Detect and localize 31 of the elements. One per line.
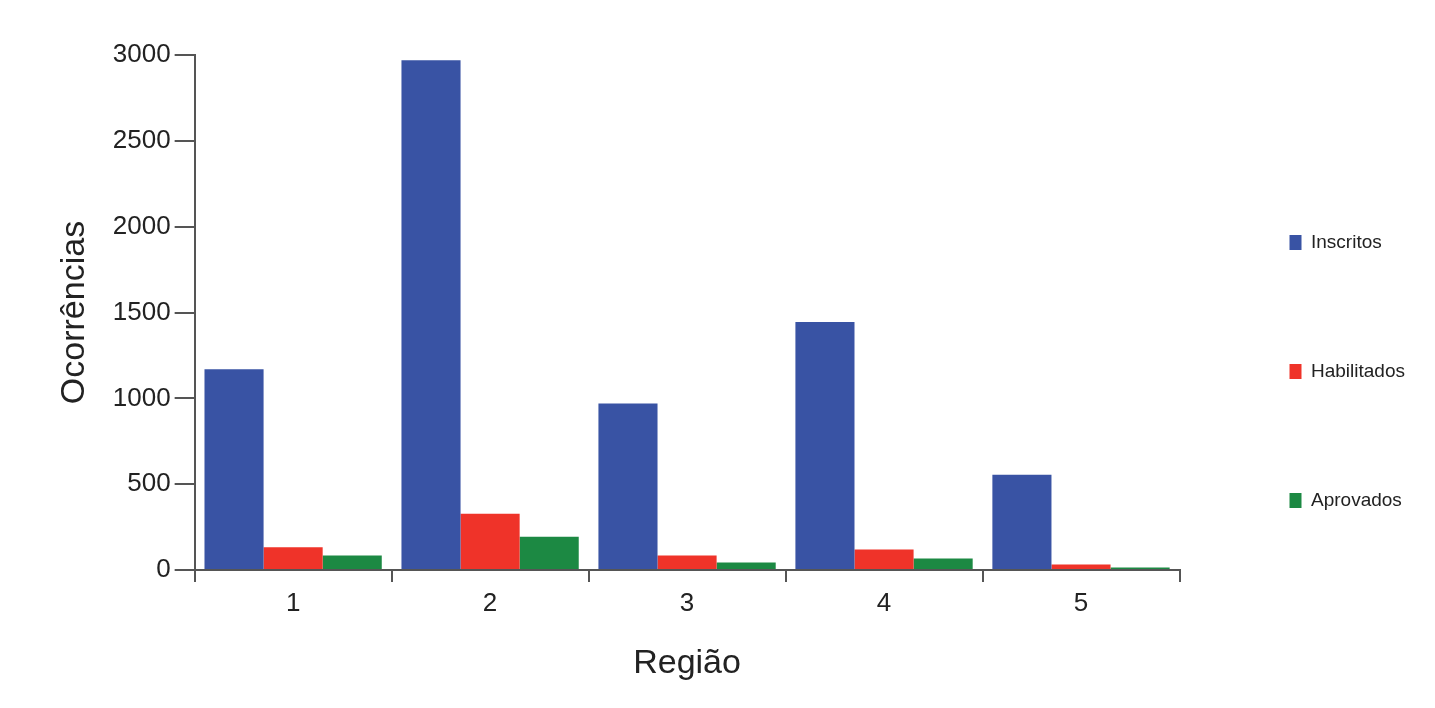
x-tick-label: 2: [482, 586, 498, 617]
legend-label: Habilitados: [1311, 359, 1405, 381]
y-tick-label: 1500: [112, 295, 171, 326]
bar: [913, 558, 973, 569]
bar: [854, 549, 914, 569]
bar: [460, 513, 520, 569]
y-tick-label: 2000: [112, 209, 171, 240]
legend-label: Inscritos: [1311, 230, 1382, 252]
bar: [716, 562, 776, 569]
bar: [657, 555, 717, 569]
y-tick-label: 500: [127, 467, 171, 498]
bar: [795, 321, 855, 569]
bar: [992, 474, 1052, 569]
y-axis-title: Ocorrências: [52, 220, 91, 405]
y-tick-label: 2500: [112, 124, 171, 155]
x-axis-title: Região: [633, 641, 741, 680]
bar: [322, 555, 382, 569]
x-tick-label: 5: [1073, 586, 1089, 617]
x-tick-label: 3: [679, 586, 695, 617]
bar: [598, 403, 658, 569]
y-tick-label: 1000: [112, 381, 171, 412]
y-tick-label: 3000: [112, 38, 171, 69]
bar: [1051, 564, 1111, 569]
bar: [401, 60, 461, 569]
legend-label: Aprovados: [1311, 488, 1402, 510]
x-tick-label: 1: [285, 586, 301, 617]
y-tick-label: 0: [156, 553, 171, 584]
bar: [263, 547, 323, 569]
bar: [519, 536, 579, 569]
bar: [204, 369, 264, 569]
x-tick-label: 4: [876, 586, 892, 617]
